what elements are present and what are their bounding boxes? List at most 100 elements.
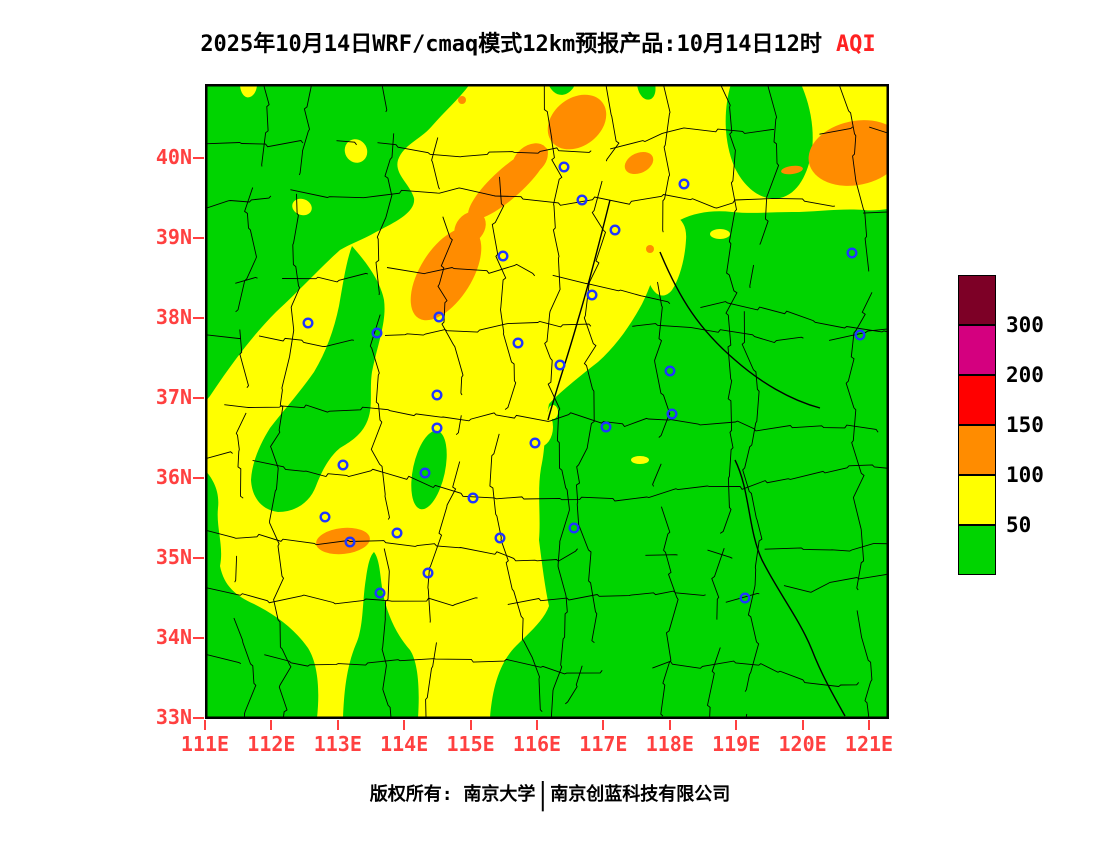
lat-axis-tick — [193, 636, 204, 639]
lon-axis-tick — [204, 720, 206, 730]
copyright-right: 南京创蓝科技有限公司 — [550, 784, 731, 805]
lat-axis-label: 38N — [155, 304, 192, 329]
lon-axis-label: 115E — [446, 732, 495, 756]
orange-blob-northeast — [808, 120, 889, 186]
county-boundaries — [205, 84, 889, 719]
colorbar-label: 300 — [1006, 313, 1044, 337]
lon-axis-label: 113E — [313, 732, 362, 756]
lat-axis-label: 35N — [155, 544, 192, 569]
lon-axis-label: 121E — [844, 732, 894, 756]
colorbar-segment-maroon — [958, 275, 996, 325]
page-title: 2025年10月14日WRF/cmaq模式12km预报产品:10月14日12时 A… — [0, 26, 1076, 58]
station-marker — [854, 329, 866, 341]
lat-axis-label: 33N — [155, 705, 192, 729]
lon-axis-label: 119E — [712, 732, 761, 756]
station-marker — [678, 178, 690, 190]
lon-axis-tick — [270, 720, 273, 730]
lon-axis-tick — [536, 720, 538, 730]
station-marker — [846, 247, 858, 259]
yellow-dash-2 — [710, 229, 730, 239]
lat-axis-tick — [193, 316, 204, 319]
copyright-left: 版权所有: 南京大学 — [369, 784, 536, 805]
station-marker — [739, 592, 751, 604]
aqi-50-100-main — [205, 84, 888, 718]
lon-axis-tick — [602, 720, 605, 730]
yellow-pocket-2 — [645, 213, 687, 296]
lat-axis-tick — [193, 556, 204, 559]
orange-dot-1 — [458, 96, 466, 104]
station-marker — [431, 389, 443, 401]
station-marker — [433, 311, 445, 323]
station-marker — [512, 337, 524, 349]
orange-blob-small-1 — [624, 151, 654, 175]
colorbar-label: 150 — [1006, 413, 1044, 437]
top-edge-notch-2 — [637, 84, 656, 100]
station-marker — [371, 327, 383, 339]
lon-axis-tick — [469, 720, 472, 730]
station-marker — [431, 422, 443, 434]
orange-dash — [781, 165, 803, 175]
station-marker — [586, 289, 598, 301]
lon-axis-tick — [336, 720, 339, 730]
station-marker — [609, 224, 621, 236]
station-marker — [391, 527, 403, 539]
station-marker — [568, 522, 580, 534]
province-boundary — [659, 251, 821, 409]
station-marker — [344, 536, 356, 548]
lat-axis-label: 34N — [155, 624, 192, 649]
aqi-under-50-central-island — [251, 246, 385, 512]
colorbar-segment-magenta — [958, 325, 996, 375]
lat-axis-tick — [193, 236, 204, 239]
station-marker — [576, 194, 588, 206]
station-marker — [302, 317, 314, 329]
page-title-variable: AQI — [835, 32, 876, 57]
map-layers — [205, 84, 889, 719]
orange-dot-2 — [646, 245, 654, 253]
station-marker — [319, 511, 331, 523]
aqi-forecast-map — [205, 84, 889, 719]
station-marker — [600, 421, 612, 433]
station-marker — [467, 492, 479, 504]
colorbar-label: 100 — [1006, 463, 1044, 487]
lat-axis-label: 39N — [155, 224, 192, 249]
orange-band-mid — [468, 146, 548, 220]
lon-axis-tick — [735, 720, 738, 730]
lat-axis-tick — [193, 156, 204, 159]
yellow-dash-1 — [631, 456, 649, 464]
lon-axis-tick — [868, 720, 870, 730]
yellow-spot-1 — [240, 84, 257, 98]
lat-axis-tick — [193, 396, 204, 399]
colorbar-segment-green — [958, 525, 996, 575]
lon-axis-label: 118E — [645, 732, 694, 756]
colorbar-segment-yellow — [958, 475, 996, 525]
top-edge-notch-1 — [548, 84, 575, 95]
station-marker — [337, 459, 349, 471]
province-boundary — [734, 459, 846, 717]
colorbar-label: 200 — [1006, 363, 1044, 387]
station-marker — [422, 567, 434, 579]
orange-band-low — [410, 227, 482, 321]
lat-axis-tick — [193, 476, 204, 479]
lon-axis-label: 114E — [380, 732, 429, 756]
station-marker — [419, 467, 431, 479]
yellow-pocket-1 — [525, 407, 553, 447]
lon-axis-label: 111E — [180, 732, 230, 756]
lon-axis-label: 112E — [247, 732, 296, 756]
lat-axis-label: 40N — [155, 144, 192, 169]
station-marker — [529, 437, 541, 449]
colorbar-segment-red — [958, 375, 996, 425]
page-title-main: 2025年10月14日WRF/cmaq模式12km预报产品:10月14日12时 — [200, 32, 822, 57]
province-boundary — [547, 199, 611, 421]
lon-axis-label: 117E — [579, 732, 628, 756]
lon-axis-label: 120E — [778, 732, 827, 756]
yellow-spot-2 — [344, 139, 368, 163]
station-marker — [494, 532, 506, 544]
lat-axis-label: 37N — [155, 384, 192, 409]
station-markers — [302, 161, 866, 604]
lat-axis-label: 36N — [155, 464, 192, 489]
station-marker — [497, 250, 509, 262]
lon-axis-tick — [403, 720, 406, 730]
station-marker — [558, 161, 570, 173]
colorbar-label: 50 — [1006, 513, 1032, 537]
